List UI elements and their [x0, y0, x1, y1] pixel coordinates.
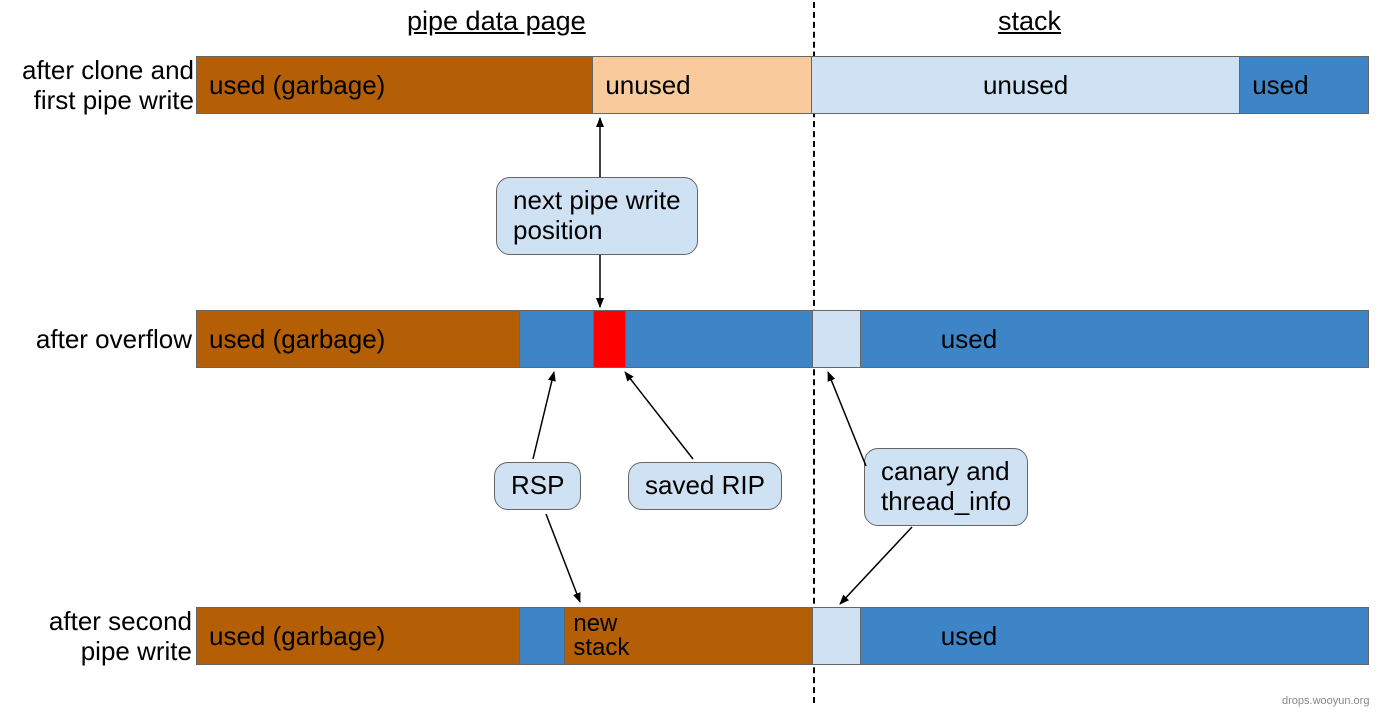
callout-canary: canary and thread_info	[864, 448, 1028, 526]
arrow-savedrip	[625, 372, 693, 459]
arrow-canary-down	[840, 527, 912, 604]
row2-seg-canary	[813, 311, 861, 367]
header-pipe: pipe data page	[407, 6, 586, 37]
row3-label-text: after second pipe write	[49, 606, 192, 666]
callout-rsp: RSP	[494, 462, 581, 510]
row3-seg-newstack: new stack	[565, 608, 813, 664]
row2-seg-used-garbage: used (garbage)	[197, 311, 520, 367]
row1-seg2-text: unused	[983, 70, 1068, 101]
row3-seg0-text: used (garbage)	[209, 621, 385, 652]
row3-bar: used (garbage) new stack used	[196, 607, 1369, 665]
callout-next-pipe: next pipe write position	[496, 177, 698, 255]
row2-seg-used: used	[861, 311, 1368, 367]
arrow-rsp-up	[533, 372, 554, 459]
callout-next-pipe-l2: position	[513, 216, 681, 246]
row2-seg5-text: used	[941, 324, 997, 355]
callout-saved-rip: saved RIP	[628, 462, 782, 510]
row3-seg-used-garbage: used (garbage)	[197, 608, 520, 664]
row2-label: after overflow	[22, 325, 192, 355]
row1-seg-used-stack: used	[1240, 57, 1368, 113]
row3-seg4-text: used	[941, 621, 997, 652]
row1-seg-unused-stack: unused	[812, 57, 1240, 113]
row3-seg2-text: new stack	[573, 612, 629, 660]
callout-canary-l1: canary and	[881, 457, 1011, 487]
watermark: drops.wooyun.org	[1282, 695, 1369, 707]
row2-seg-red	[594, 311, 626, 367]
row3-label: after second pipe write	[30, 607, 192, 667]
row1-bar: used (garbage) unused unused used	[196, 56, 1369, 114]
arrow-canary-up	[828, 372, 866, 466]
callout-next-pipe-l1: next pipe write	[513, 186, 681, 216]
row2-seg-blue1	[520, 311, 594, 367]
row2-label-text: after overflow	[36, 324, 192, 354]
row1-seg3-text: used	[1252, 70, 1308, 101]
row3-seg-canary	[813, 608, 861, 664]
row1-label: after clone and first pipe write	[2, 56, 194, 116]
row1-seg-used-garbage: used (garbage)	[197, 57, 593, 113]
row1-seg-unused-pipe: unused	[593, 57, 812, 113]
arrow-rsp-down	[546, 514, 580, 602]
row2-bar: used (garbage) used	[196, 310, 1369, 368]
header-stack: stack	[998, 6, 1061, 37]
callout-canary-l2: thread_info	[881, 487, 1011, 517]
row3-seg-blue1	[520, 608, 565, 664]
row1-seg0-text: used (garbage)	[209, 70, 385, 101]
callout-saved-rip-text: saved RIP	[645, 470, 765, 500]
row2-seg0-text: used (garbage)	[209, 324, 385, 355]
row3-seg-used: used	[861, 608, 1368, 664]
row2-seg-blue2	[626, 311, 813, 367]
row1-label-line1: after clone and first pipe write	[22, 55, 194, 115]
callout-rsp-text: RSP	[511, 470, 564, 500]
row1-seg1-text: unused	[605, 70, 690, 101]
